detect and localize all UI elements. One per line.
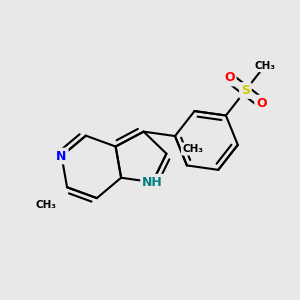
- Text: N: N: [56, 150, 67, 163]
- Text: O: O: [256, 97, 267, 110]
- Text: NH: NH: [142, 176, 163, 189]
- Text: CH₃: CH₃: [36, 200, 57, 210]
- Text: CH₃: CH₃: [254, 61, 275, 70]
- Text: O: O: [224, 71, 235, 85]
- Text: CH₃: CH₃: [182, 144, 203, 154]
- Text: S: S: [241, 84, 250, 97]
